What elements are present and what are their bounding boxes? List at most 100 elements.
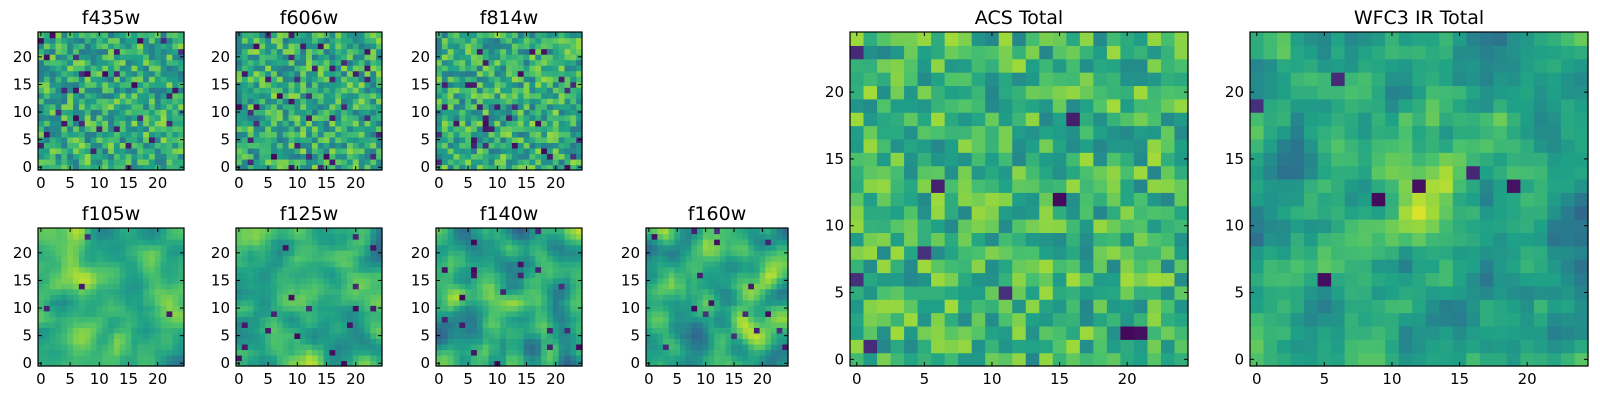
heatmap-cell xyxy=(288,48,295,55)
heatmap-cell xyxy=(500,321,507,328)
heatmap-cell xyxy=(55,98,62,105)
heatmap-cell xyxy=(236,338,243,345)
heatmap-cell xyxy=(143,305,150,312)
heatmap-cell xyxy=(535,48,542,55)
heatmap-cell xyxy=(113,92,121,99)
heatmap-cell xyxy=(43,37,51,44)
heatmap-cell xyxy=(131,48,138,55)
heatmap-cell xyxy=(241,153,249,160)
heatmap-cell xyxy=(958,152,973,167)
heatmap-cell xyxy=(311,32,319,39)
heatmap-cell xyxy=(1174,259,1189,274)
heatmap-cell xyxy=(294,261,301,268)
heatmap-cell xyxy=(172,114,179,121)
heatmap-cell xyxy=(49,283,57,290)
heatmap-cell xyxy=(552,109,560,116)
heatmap-cell xyxy=(776,277,783,284)
heatmap-cell xyxy=(657,228,664,235)
heatmap-cell xyxy=(160,332,168,339)
heatmap-cell xyxy=(1174,352,1189,367)
heatmap-cell xyxy=(364,131,371,138)
heatmap-cell xyxy=(523,153,531,160)
heatmap-cell xyxy=(67,233,74,240)
heatmap-cell xyxy=(753,354,761,362)
heatmap-cell xyxy=(288,316,295,323)
heatmap-cell xyxy=(236,233,243,240)
heatmap-cell xyxy=(1174,325,1189,340)
heatmap-cell xyxy=(564,114,571,121)
heatmap-cell xyxy=(447,158,455,166)
heatmap-cell xyxy=(172,349,179,356)
heatmap-cell xyxy=(276,349,284,356)
heatmap-cell xyxy=(282,125,290,132)
heatmap-cell xyxy=(43,120,51,127)
heatmap-cell xyxy=(488,316,495,323)
heatmap-cell xyxy=(370,54,377,61)
heatmap-cell xyxy=(564,87,571,94)
heatmap-cell xyxy=(131,244,138,251)
heatmap-cell xyxy=(476,327,484,334)
heatmap-cell xyxy=(78,327,86,334)
heatmap-cell xyxy=(1012,192,1027,207)
heatmap-cell xyxy=(148,299,156,306)
heatmap-cell xyxy=(78,164,86,171)
heatmap-cell xyxy=(465,338,472,345)
heatmap-cell xyxy=(84,164,92,171)
heatmap-cell xyxy=(172,81,179,88)
heatmap-cell xyxy=(108,272,115,279)
heatmap-cell xyxy=(1133,312,1149,327)
heatmap-cell xyxy=(113,316,121,323)
heatmap-cell xyxy=(294,136,301,143)
heatmap-cell xyxy=(985,339,1000,354)
heatmap-cell xyxy=(1160,312,1176,327)
heatmap-cell xyxy=(558,32,566,39)
heatmap-cell xyxy=(241,239,249,246)
heatmap-cell xyxy=(294,244,301,251)
heatmap-cell xyxy=(506,266,513,273)
heatmap-cell xyxy=(306,147,313,155)
x-tick-label: 0 xyxy=(234,174,244,192)
heatmap-cell xyxy=(265,136,272,143)
heatmap-cell xyxy=(877,299,892,314)
heatmap-cell xyxy=(329,103,336,110)
heatmap-cell xyxy=(160,239,168,246)
heatmap-cell xyxy=(663,228,670,235)
heatmap-cell xyxy=(276,233,284,240)
heatmap-cell xyxy=(236,43,243,50)
heatmap-cell xyxy=(253,299,260,306)
heatmap-cell xyxy=(877,152,892,167)
heatmap-cell xyxy=(137,244,144,251)
heatmap-cell xyxy=(376,32,383,39)
heatmap-cell xyxy=(465,147,472,155)
heatmap-cell xyxy=(564,327,571,334)
heatmap-cell xyxy=(714,228,721,235)
heatmap-cell xyxy=(511,288,519,295)
heatmap-cell xyxy=(282,59,290,66)
heatmap-cell xyxy=(43,76,51,83)
heatmap-cell xyxy=(697,360,704,367)
heatmap-cell xyxy=(488,136,495,143)
heatmap-cell xyxy=(96,48,103,55)
heatmap-cell xyxy=(500,153,507,160)
heatmap-cell xyxy=(125,136,133,143)
heatmap-cell xyxy=(558,266,566,273)
heatmap-cell xyxy=(96,310,103,317)
heatmap-cell xyxy=(346,48,354,55)
heatmap-cell xyxy=(529,228,536,235)
heatmap-cell xyxy=(570,354,577,362)
heatmap-cell xyxy=(482,272,490,279)
heatmap-cell xyxy=(55,250,62,257)
heatmap-cell xyxy=(241,81,249,88)
heatmap-cell xyxy=(370,114,377,121)
heatmap-cell xyxy=(725,239,732,246)
heatmap-cell xyxy=(282,338,290,345)
heatmap-cell xyxy=(73,120,80,127)
heatmap-cell xyxy=(494,131,501,138)
heatmap-cell xyxy=(288,354,295,362)
heatmap-cell xyxy=(697,294,704,301)
heatmap-cell xyxy=(657,283,664,290)
heatmap-cell xyxy=(49,43,57,50)
heatmap-cell xyxy=(131,294,138,301)
heatmap-cell xyxy=(511,255,519,262)
heatmap-cell xyxy=(306,310,313,317)
